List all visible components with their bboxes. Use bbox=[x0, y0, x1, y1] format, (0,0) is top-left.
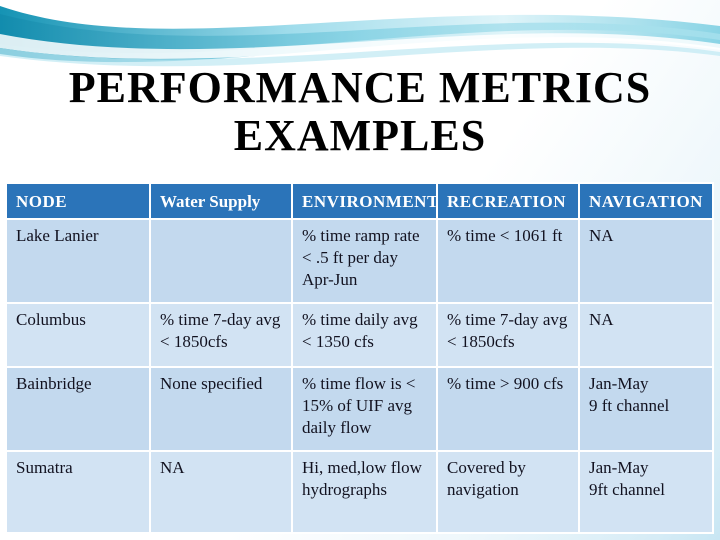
table-cell-recreation: % time 7-day avg < 1850cfs bbox=[436, 302, 580, 368]
table-cell-water-supply: None specified bbox=[149, 366, 293, 452]
table-cell-navigation: NA bbox=[578, 218, 714, 304]
table-cell-node: Sumatra bbox=[5, 450, 151, 534]
metrics-table: NODE Water Supply ENVIRONMENTAL RECREATI… bbox=[5, 182, 714, 534]
table-cell-environmental: % time ramp rate < .5 ft per day Apr-Jun bbox=[291, 218, 438, 304]
column-header-navigation: NAVIGATION bbox=[578, 182, 714, 220]
table-cell-environmental: % time flow is < 15% of UIF avg daily fl… bbox=[291, 366, 438, 452]
column-header-water-supply: Water Supply bbox=[149, 182, 293, 220]
column-header-environmental: ENVIRONMENTAL bbox=[291, 182, 438, 220]
table-row: Columbus % time 7-day avg < 1850cfs % ti… bbox=[5, 302, 714, 368]
table-cell-navigation: NA bbox=[578, 302, 714, 368]
table-cell-water-supply bbox=[149, 218, 293, 304]
page-title: PERFORMANCE METRICS EXAMPLES bbox=[68, 63, 652, 160]
table-cell-recreation: Covered by navigation bbox=[436, 450, 580, 534]
column-header-node: NODE bbox=[5, 182, 151, 220]
table-cell-environmental: Hi, med,low flow hydrographs bbox=[291, 450, 438, 534]
table-header-row: NODE Water Supply ENVIRONMENTAL RECREATI… bbox=[5, 182, 714, 220]
table-row: Lake Lanier % time ramp rate < .5 ft per… bbox=[5, 218, 714, 304]
table-cell-node: Columbus bbox=[5, 302, 151, 368]
column-header-recreation: RECREATION bbox=[436, 182, 580, 220]
table-cell-recreation: % time > 900 cfs bbox=[436, 366, 580, 452]
table-cell-environmental: % time daily avg < 1350 cfs bbox=[291, 302, 438, 368]
table-cell-recreation: % time < 1061 ft bbox=[436, 218, 580, 304]
table-cell-node: Bainbridge bbox=[5, 366, 151, 452]
table-row: Sumatra NA Hi, med,low flow hydrographs … bbox=[5, 450, 714, 534]
table-cell-navigation: Jan-May 9ft channel bbox=[578, 450, 714, 534]
table-row: Bainbridge None specified % time flow is… bbox=[5, 366, 714, 452]
table-cell-water-supply: NA bbox=[149, 450, 293, 534]
table-cell-node: Lake Lanier bbox=[5, 218, 151, 304]
table-cell-navigation: Jan-May 9 ft channel bbox=[578, 366, 714, 452]
table-cell-water-supply: % time 7-day avg < 1850cfs bbox=[149, 302, 293, 368]
